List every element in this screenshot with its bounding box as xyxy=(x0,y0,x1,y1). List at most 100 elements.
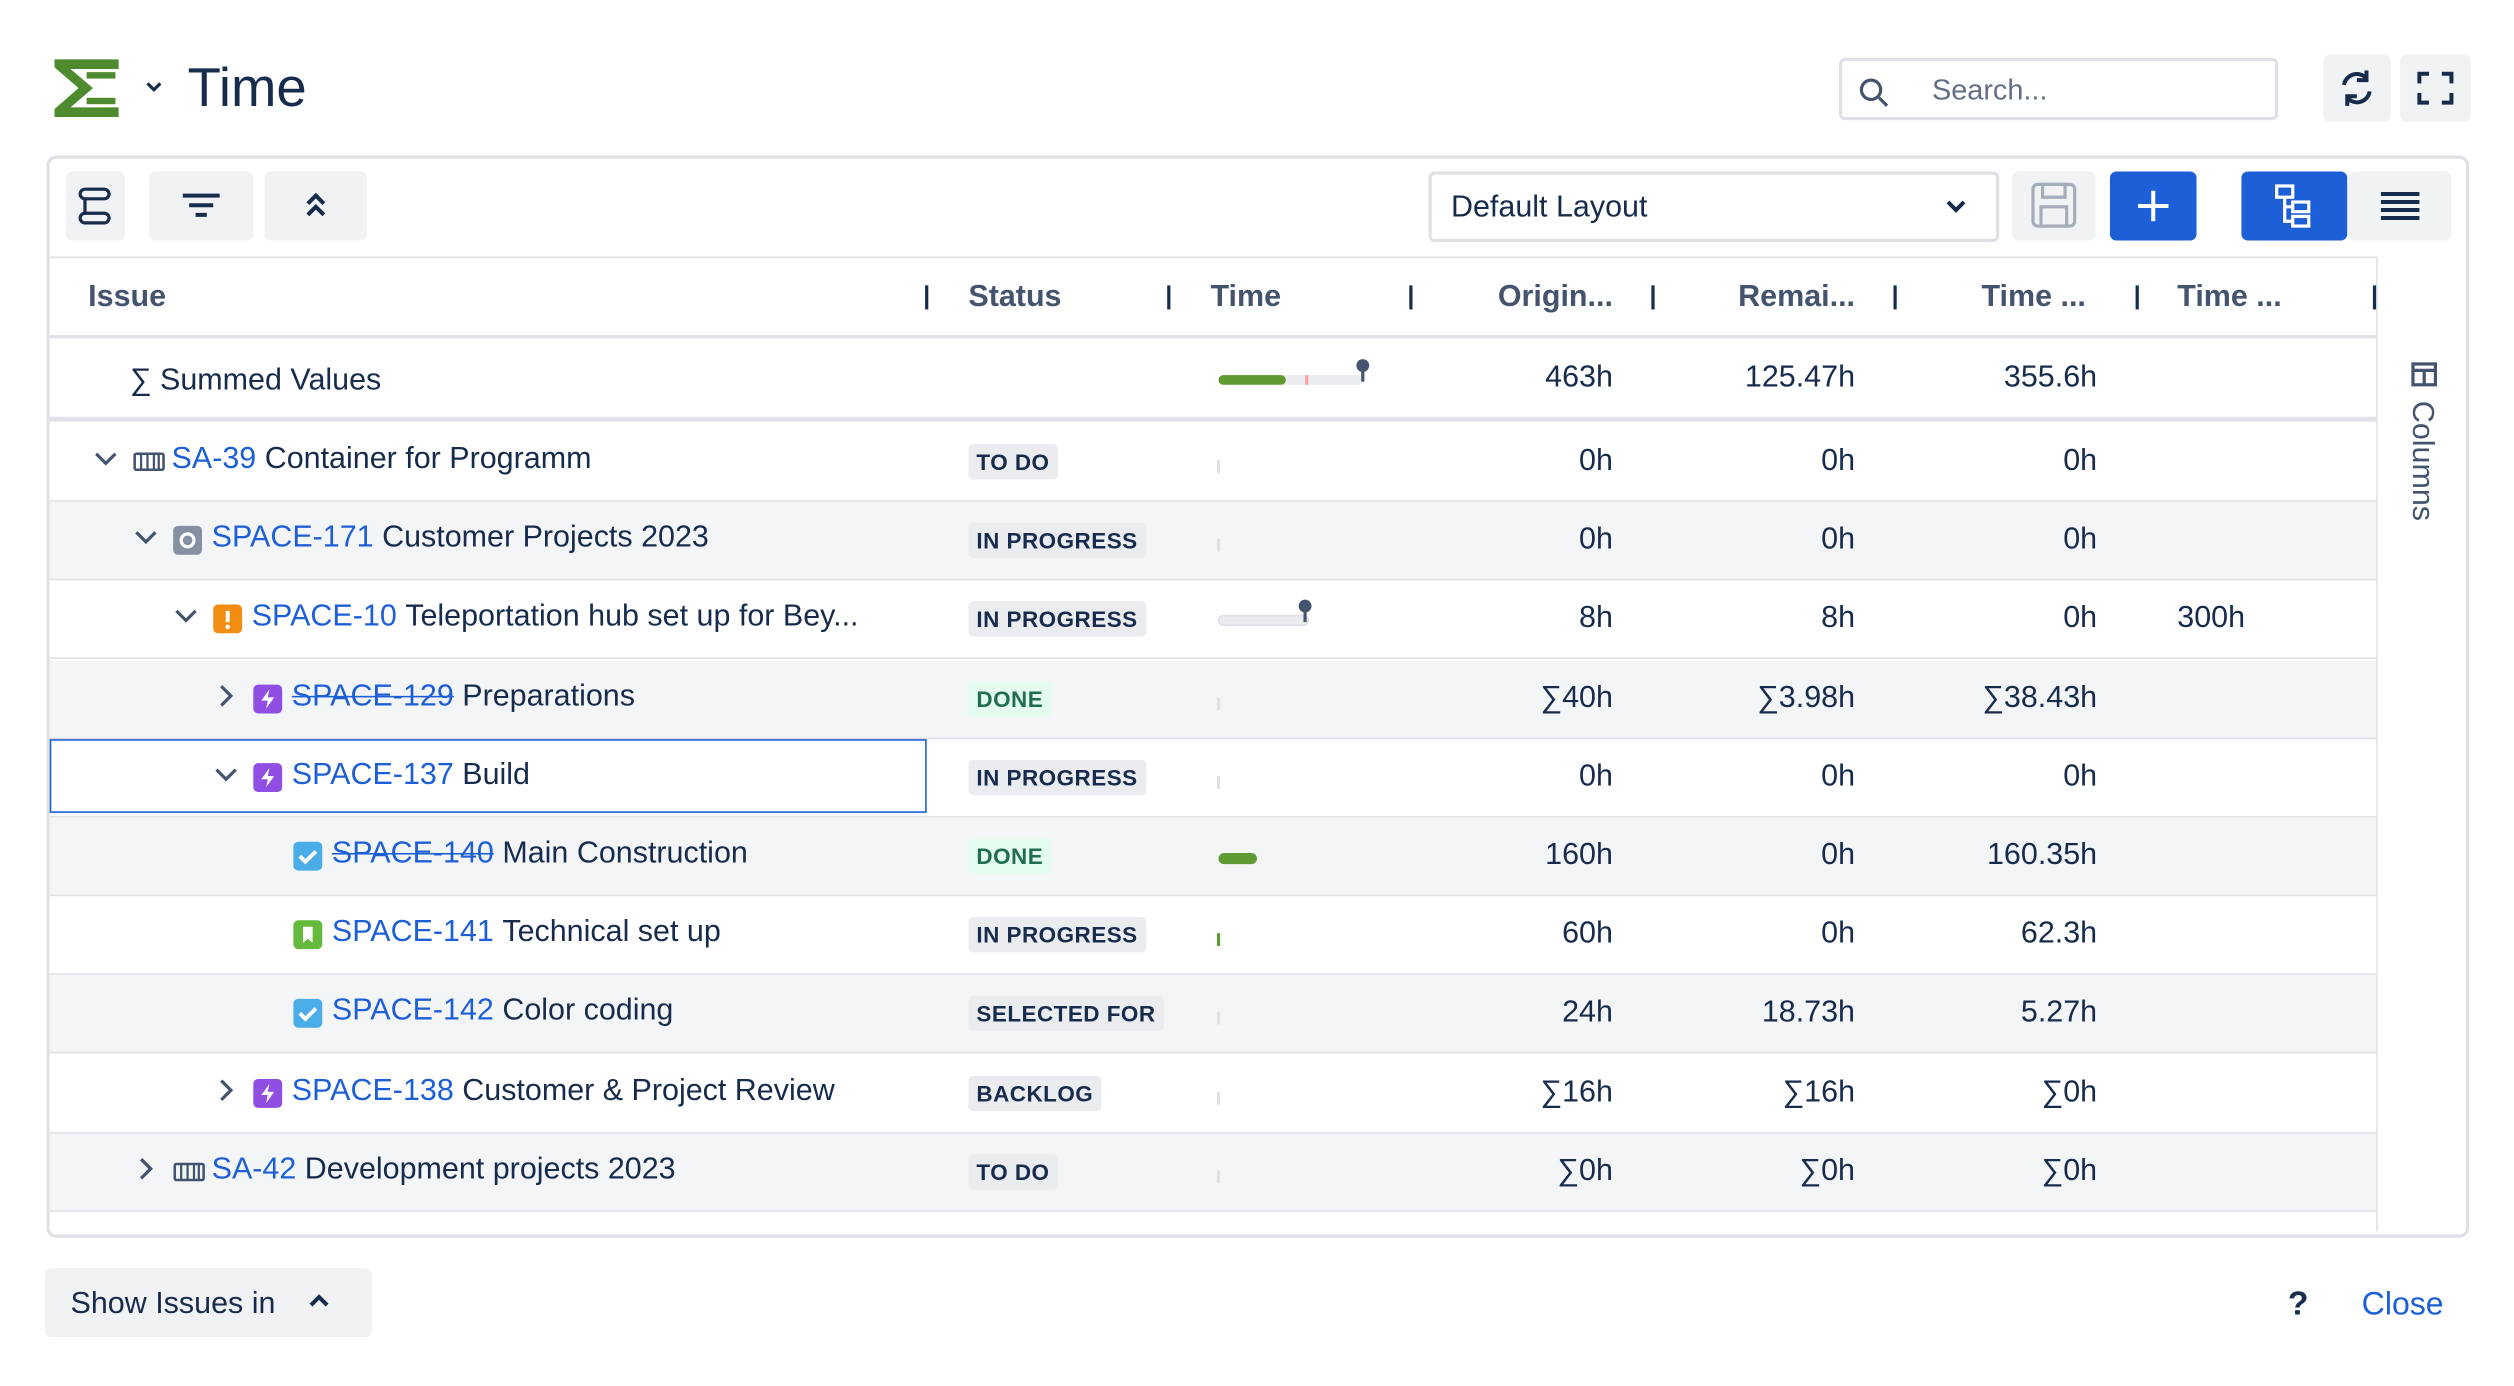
time-bar xyxy=(1215,359,1375,391)
expander[interactable] xyxy=(173,603,199,629)
issue-key[interactable]: SPACE-10 xyxy=(251,600,397,634)
issue-key[interactable]: SA-42 xyxy=(211,1152,297,1187)
issue-summary: Preparations xyxy=(462,679,635,713)
issue-row[interactable]: SPACE-142 Color coding SELECTED FOR 24h 18.… xyxy=(49,975,2377,1054)
column-resizer[interactable] xyxy=(2372,285,2377,310)
refresh[interactable] xyxy=(2323,54,2391,122)
column-resizer[interactable] xyxy=(1409,285,1413,310)
title-menu[interactable] xyxy=(144,80,163,96)
issue-icon xyxy=(292,998,327,1030)
value: 160h xyxy=(1545,838,1613,873)
value: 60h xyxy=(1562,917,1613,952)
value: ∑3.98h xyxy=(1757,680,1856,715)
value: ∑16h xyxy=(1782,1075,1856,1109)
value: 0h xyxy=(1579,759,1613,794)
issue-row[interactable]: SPACE-138 Customer & Project Review BACKL… xyxy=(49,1054,2377,1133)
column-header[interactable]: Remai... xyxy=(1738,280,1856,315)
issue-summary: Main Construction xyxy=(502,836,748,871)
issue-key[interactable]: SPACE-138 xyxy=(291,1073,454,1108)
issue-summary: Customer & Project Review xyxy=(462,1073,835,1108)
issue-row[interactable]: SPACE-10 Teleportation hub set up for Be… xyxy=(49,581,2377,660)
issue-key[interactable]: SA-39 xyxy=(171,442,257,477)
issue-key[interactable]: SPACE-141 xyxy=(331,915,494,950)
close[interactable]: Close xyxy=(2361,1287,2444,1323)
column-resizer[interactable] xyxy=(1651,285,1655,310)
status-badge: TO DO xyxy=(968,1154,1058,1190)
issue-key[interactable]: SPACE-171 xyxy=(211,521,374,556)
collapse-button[interactable] xyxy=(264,171,368,241)
column-resizer[interactable] xyxy=(1893,285,1897,310)
value: ∑0h xyxy=(1557,1154,1613,1188)
value: ∑0h xyxy=(2041,1154,2098,1188)
show-issues[interactable]: Show Issues in xyxy=(44,1268,372,1338)
columns-icon xyxy=(2411,362,2438,387)
column-header[interactable]: Origin... xyxy=(1497,280,1613,315)
issue-row[interactable]: SPACE-141 Technical set up IN PROGRESS 60h… xyxy=(49,896,2377,976)
issue-key[interactable]: SPACE-129 xyxy=(291,679,454,713)
status-badge: SELECTED FOR xyxy=(968,996,1164,1032)
column-resizer[interactable] xyxy=(925,285,929,310)
column-header[interactable]: Time xyxy=(1210,280,1282,315)
issue-row[interactable]: SPACE-137 Build IN PROGRESS 0h 0h 0h xyxy=(49,738,2377,818)
column-header[interactable]: Issue xyxy=(88,280,167,315)
issue-icon xyxy=(252,682,287,714)
time-bar xyxy=(1216,690,1223,710)
save-button[interactable] xyxy=(2012,171,2096,241)
issue-row[interactable]: SPACE-171 Customer Projects 2023 IN PROGR… xyxy=(49,502,2377,581)
value: 8h xyxy=(1821,601,1856,636)
issue-cell: SPACE-140 Main Construction xyxy=(332,835,748,873)
value: 62.3h xyxy=(2020,917,2098,952)
side-panel[interactable]: Columns xyxy=(2404,400,2439,522)
issue-summary: Teleportation hub set up for Bey... xyxy=(405,600,859,634)
value: 8h xyxy=(1579,601,1613,636)
column-header[interactable]: Time ... xyxy=(1981,280,2086,315)
expander[interactable] xyxy=(133,525,159,551)
table-frame xyxy=(46,155,2470,1238)
column-resizer[interactable] xyxy=(2135,285,2139,310)
time-bar xyxy=(1216,769,1223,789)
status-badge: IN PROGRESS xyxy=(968,522,1146,559)
column-header[interactable]: Time ... xyxy=(2177,280,2282,315)
search[interactable]: Search... xyxy=(1838,57,2279,121)
layout-select[interactable]: Default Layout xyxy=(1428,171,2000,243)
expander[interactable] xyxy=(93,446,119,472)
value: 0h xyxy=(1579,522,1613,557)
status-badge: DONE xyxy=(968,680,1052,717)
issue-icon xyxy=(252,1077,287,1109)
value: 24h xyxy=(1562,996,1613,1030)
add-button[interactable] xyxy=(2109,171,2197,241)
time-bar xyxy=(1216,533,1223,552)
fullscreen[interactable] xyxy=(2400,54,2471,122)
summed-row: ∑ Summed Values 463h 125.47h 355.6h xyxy=(49,340,2377,419)
issue-icon xyxy=(292,919,327,951)
summed-label: ∑ Summed Values xyxy=(129,363,382,398)
help[interactable]: ? xyxy=(2287,1285,2309,1323)
issue-cell: SPACE-171 Customer Projects 2023 xyxy=(212,520,709,558)
column-header[interactable]: Status xyxy=(968,280,1062,315)
issue-summary: Development projects 2023 xyxy=(304,1152,676,1187)
expander[interactable] xyxy=(213,1077,239,1103)
issue-row[interactable]: SPACE-140 Main Construction DONE 160h 0h 160… xyxy=(49,817,2377,897)
list-view[interactable] xyxy=(2348,171,2452,241)
expander[interactable] xyxy=(213,761,239,787)
value: 0h xyxy=(1821,759,1856,794)
issue-row[interactable]: SPACE-129 Preparations DONE ∑40h ∑3.98h ∑38.… xyxy=(49,659,2377,739)
tree-view[interactable] xyxy=(2241,171,2348,241)
issue-row[interactable]: SA-42 Development projects 2023 TO DO ∑0h ∑… xyxy=(49,1133,2377,1212)
rule xyxy=(49,416,2377,422)
issue-row[interactable]: SA-39 Container for Programm TO DO 0h 0h 0h xyxy=(49,423,2377,502)
issue-key[interactable]: SPACE-142 xyxy=(331,994,494,1029)
issue-cell: SA-42 Development projects 2023 xyxy=(212,1151,676,1189)
logo xyxy=(54,59,119,118)
value: 18.73h xyxy=(1761,996,1856,1030)
value: 0h xyxy=(1821,838,1856,873)
issue-key[interactable]: SPACE-140 xyxy=(331,836,494,871)
expander[interactable] xyxy=(133,1156,159,1182)
issue-summary: Technical set up xyxy=(502,915,721,950)
filter-button[interactable] xyxy=(149,171,254,241)
issue-icon xyxy=(212,603,247,635)
group-button[interactable] xyxy=(65,171,126,241)
column-resizer[interactable] xyxy=(1167,285,1171,310)
issue-key[interactable]: SPACE-137 xyxy=(291,758,454,792)
expander[interactable] xyxy=(213,682,239,708)
